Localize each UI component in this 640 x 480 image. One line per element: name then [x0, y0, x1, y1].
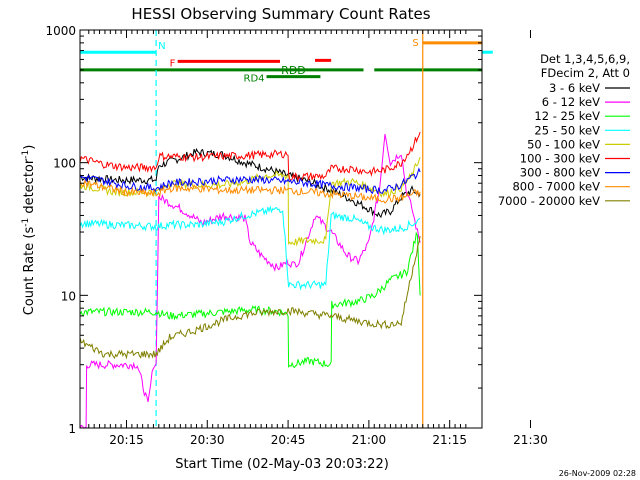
y-tick-label: 1: [68, 422, 76, 436]
x-tick-label: 21:00: [352, 433, 387, 447]
series-line-1: [80, 134, 421, 428]
series-line-5: [80, 131, 421, 182]
flag-bar-label: RDD: [281, 64, 306, 77]
x-tick-label: 21:15: [432, 433, 467, 447]
legend: Det 1,3,4,5,6,9,FDecim 2, Att 03 - 6 keV…: [498, 52, 630, 208]
legend-header-line: FDecim 2, Att 0: [541, 66, 630, 80]
legend-entry-label: 12 - 25 keV: [534, 109, 600, 123]
legend-entry-label: 25 - 50 keV: [534, 123, 600, 137]
plot-frame: [79, 29, 483, 429]
legend-entry-label: 100 - 300 keV: [520, 152, 600, 166]
y-tick-label: 1000: [45, 24, 76, 38]
y-tick-label: 10: [61, 289, 76, 303]
series-line-7: [80, 179, 421, 204]
y-label-part-1: Count Rate (s: [22, 227, 37, 316]
x-tick-label: 20:15: [109, 433, 144, 447]
series-line-4: [80, 157, 421, 247]
chart-title: HESSI Observing Summary Count Rates: [131, 5, 430, 23]
legend-entry-label: 50 - 100 keV: [527, 137, 600, 151]
y-label-part-2: detector: [22, 158, 37, 218]
y-axis-label: Count Rate (s-1 detector-1): [21, 145, 37, 316]
series-line-2: [80, 231, 421, 369]
y-axis: 1 10 100 1000: [45, 24, 482, 436]
flag-bar-label: N: [158, 41, 165, 52]
x-axis-label: Start Time (02-May-03 20:03:22): [175, 457, 389, 472]
legend-entry-label: 6 - 12 keV: [542, 95, 600, 109]
y-tick-label: 100: [53, 157, 76, 171]
x-tick-label: 21:30: [513, 433, 548, 447]
generated-timestamp: 26-Nov-2009 02:28: [559, 469, 636, 478]
series-line-8: [80, 235, 421, 360]
legend-entry-label: 300 - 800 keV: [520, 166, 600, 180]
x-axis: 20:15 20:30 20:45 21:00 21:15 21:30: [88, 30, 548, 447]
legend-entry-label: 7000 - 20000 keV: [498, 194, 600, 208]
legend-entry-label: 800 - 7000 keV: [512, 180, 600, 194]
x-tick-label: 20:30: [190, 433, 225, 447]
flag-bar-label: S: [412, 38, 418, 49]
y-label-sup-2: -1: [21, 150, 31, 159]
flag-bars: NF RDD RD4 S: [80, 38, 493, 85]
x-tick-label: 20:45: [271, 433, 306, 447]
y-label-part-3: ): [22, 145, 37, 150]
series-line-3: [80, 205, 421, 291]
series-line-0: [80, 147, 421, 219]
y-label-sup-1: -1: [21, 218, 31, 227]
legend-header-line: Det 1,3,4,5,6,9,: [540, 52, 630, 66]
legend-entry-label: 3 - 6 keV: [549, 81, 600, 95]
data-series: [80, 131, 421, 428]
flag-bar-label: F: [170, 58, 176, 69]
flag-bar-label: RD4: [244, 74, 265, 85]
